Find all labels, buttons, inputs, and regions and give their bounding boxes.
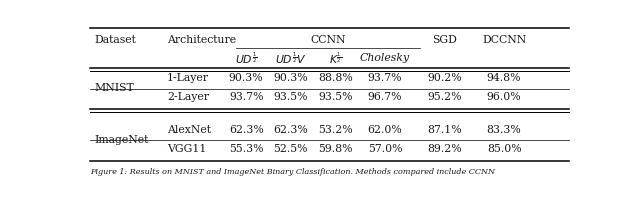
Text: 90.3%: 90.3%: [229, 73, 264, 83]
Text: 93.7%: 93.7%: [368, 73, 403, 83]
Text: Figure 1: Results on MNIST and ImageNet Binary Classification. Methods compared : Figure 1: Results on MNIST and ImageNet …: [90, 168, 495, 176]
Text: 96.7%: 96.7%: [368, 92, 403, 102]
Text: 89.2%: 89.2%: [428, 144, 462, 154]
Text: 93.5%: 93.5%: [318, 92, 353, 102]
Text: $K^{\frac{1}{2}}$: $K^{\frac{1}{2}}$: [329, 51, 342, 66]
Text: 85.0%: 85.0%: [487, 144, 522, 154]
Text: VGG11: VGG11: [167, 144, 206, 154]
Text: CCNN: CCNN: [310, 35, 346, 45]
Text: 83.3%: 83.3%: [486, 125, 522, 135]
Text: AlexNet: AlexNet: [167, 125, 211, 135]
Text: Dataset: Dataset: [95, 35, 137, 45]
Text: $UD^{\frac{1}{2}}V$: $UD^{\frac{1}{2}}V$: [275, 51, 307, 66]
Text: 93.7%: 93.7%: [229, 92, 264, 102]
Text: 90.2%: 90.2%: [428, 73, 462, 83]
Text: Architecture: Architecture: [167, 35, 236, 45]
Text: 53.2%: 53.2%: [318, 125, 353, 135]
Text: SGD: SGD: [432, 35, 457, 45]
Text: 95.2%: 95.2%: [428, 92, 462, 102]
Text: 62.0%: 62.0%: [367, 125, 403, 135]
Text: 93.5%: 93.5%: [273, 92, 308, 102]
Text: 2-Layer: 2-Layer: [167, 92, 209, 102]
Text: 62.3%: 62.3%: [273, 125, 308, 135]
Text: ImageNet: ImageNet: [95, 135, 149, 144]
Text: 94.8%: 94.8%: [487, 73, 522, 83]
Text: 55.3%: 55.3%: [229, 144, 264, 154]
Text: 52.5%: 52.5%: [273, 144, 308, 154]
Text: Cholesky: Cholesky: [360, 53, 410, 63]
Text: DCCNN: DCCNN: [482, 35, 526, 45]
Text: 59.8%: 59.8%: [318, 144, 353, 154]
Text: 1-Layer: 1-Layer: [167, 73, 209, 83]
Text: 88.8%: 88.8%: [318, 73, 353, 83]
Text: 90.3%: 90.3%: [273, 73, 308, 83]
Text: 87.1%: 87.1%: [428, 125, 462, 135]
Text: 96.0%: 96.0%: [487, 92, 522, 102]
Text: MNIST: MNIST: [95, 83, 134, 93]
Text: $UD^{\frac{1}{2}}$: $UD^{\frac{1}{2}}$: [235, 51, 257, 66]
Text: 62.3%: 62.3%: [228, 125, 264, 135]
Text: 57.0%: 57.0%: [368, 144, 403, 154]
